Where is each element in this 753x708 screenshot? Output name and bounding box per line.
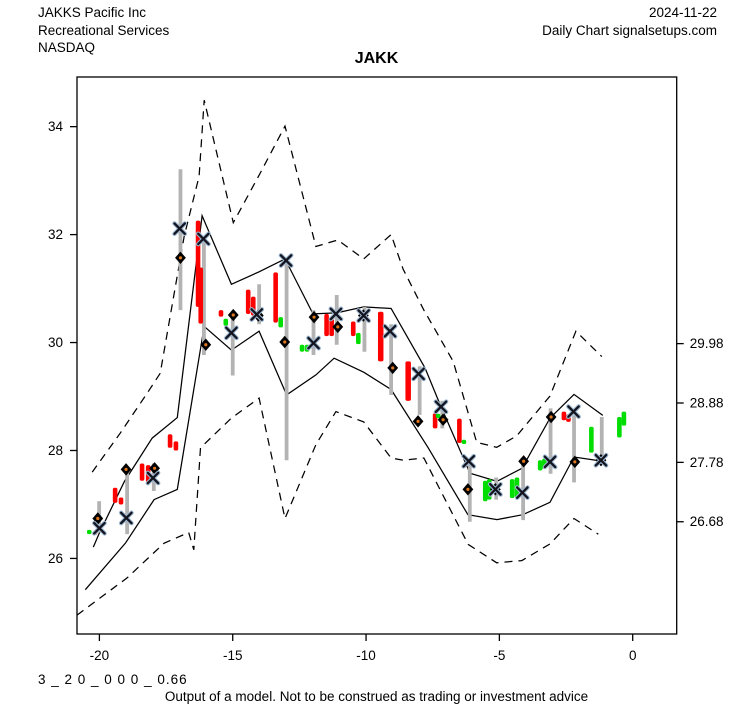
diamond-marker-dot — [283, 340, 287, 344]
x-marker — [543, 455, 557, 469]
x-axis-tick-label: -5 — [493, 648, 505, 663]
candle-down — [324, 313, 329, 337]
y-axis-tick-label: 28 — [48, 443, 63, 458]
x-marker — [357, 309, 371, 322]
candle-up — [482, 480, 488, 502]
x-marker — [197, 232, 210, 246]
y-axis-right-tick-label: 28.88 — [690, 395, 724, 410]
x-marker — [225, 326, 238, 340]
diamond-marker-dot — [391, 366, 395, 370]
candle-up — [589, 426, 594, 453]
candle-down — [139, 463, 145, 481]
x-marker — [462, 454, 476, 468]
candle-up — [223, 318, 229, 326]
candle-up — [461, 439, 467, 445]
candle-up — [435, 413, 441, 419]
diamond-marker-dot — [312, 315, 316, 319]
candle-up — [356, 332, 361, 345]
diamond-marker-dot — [522, 459, 526, 463]
x-axis-tick-label: 0 — [629, 648, 637, 663]
candle-down — [198, 267, 204, 324]
x-marker — [329, 307, 343, 321]
chart-source: Daily Chart signalsetups.com — [542, 22, 717, 38]
x-marker — [250, 308, 264, 321]
diamond-marker-dot — [573, 460, 577, 464]
x-marker — [173, 222, 187, 236]
x-marker — [93, 521, 106, 535]
x-marker — [594, 453, 608, 467]
plot-border — [76, 76, 678, 635]
candle-down — [173, 441, 179, 451]
diamond-marker-dot — [549, 415, 553, 419]
y-axis-tick-label: 34 — [48, 119, 64, 134]
y-axis-right-tick-label: 26.68 — [690, 514, 724, 529]
x-marker — [434, 400, 448, 414]
y-axis-tick-label: 32 — [48, 227, 63, 242]
diamond-marker-dot — [466, 487, 470, 491]
x-marker — [307, 336, 320, 350]
header-left: JAKKS Pacific Inc Recreational Services … — [38, 4, 169, 57]
x-axis-tick-label: -15 — [223, 648, 243, 663]
diamond-marker-dot — [96, 516, 100, 521]
candle-down — [112, 487, 118, 503]
y-axis-right-tick-label: 29.98 — [690, 336, 724, 351]
x-marker — [412, 367, 425, 381]
candle-up — [299, 344, 305, 352]
x-marker — [489, 483, 502, 496]
model-code: 3 _ 2 0 _ 0 0 0 _ 0.66 — [38, 672, 188, 687]
candle-up — [509, 479, 515, 498]
diamond-marker-dot — [204, 343, 208, 347]
ticker-title: JAKK — [354, 50, 399, 67]
candle-up — [86, 529, 92, 535]
chart-date: 2024-11-22 — [648, 5, 717, 20]
candle-up — [537, 460, 543, 471]
diamond-marker-dot — [124, 467, 128, 471]
exchange-name: NASDAQ — [38, 40, 96, 55]
sector-name: Recreational Services — [38, 22, 170, 38]
candle-down — [118, 497, 124, 505]
x-marker — [146, 471, 160, 485]
x-axis-tick-label: -10 — [356, 648, 376, 663]
y-axis-tick-label: 26 — [48, 551, 63, 566]
candle-down — [457, 418, 462, 443]
candle-down — [245, 289, 251, 314]
x-marker — [567, 405, 580, 418]
x-marker — [279, 254, 293, 267]
company-name: JAKKS Pacific Inc — [38, 5, 147, 20]
outer-band-lower-dashed — [76, 397, 599, 616]
candle-down — [218, 310, 224, 317]
diamond-marker-dot — [416, 419, 420, 423]
diamond-marker-dot — [178, 256, 183, 260]
candle-down — [377, 311, 384, 362]
candle-down — [350, 321, 356, 337]
candle-up — [617, 417, 622, 438]
candle-down — [273, 272, 278, 323]
candle-down — [329, 318, 334, 337]
x-marker — [383, 324, 397, 338]
y-axis-right-tick-label: 27.78 — [690, 455, 724, 470]
candle-down — [167, 434, 173, 448]
diamond-marker-dot — [152, 466, 157, 470]
candle-up — [621, 411, 627, 426]
diamond-marker-dot — [441, 418, 445, 422]
diamond-marker-dot — [336, 325, 340, 329]
x-marker — [515, 486, 529, 499]
candle-down — [405, 361, 411, 401]
disclaimer-text: Output of a model. Not to be construed a… — [164, 689, 589, 704]
x-marker — [119, 511, 133, 525]
candle-down — [561, 411, 567, 421]
y-axis-tick-label: 30 — [48, 335, 63, 350]
outer-band-upper-dashed — [91, 100, 603, 473]
candle-up — [278, 317, 284, 328]
header-right: 2024-11-22 Daily Chart signalsetups.com — [542, 4, 717, 39]
x-axis-tick-label: -20 — [90, 648, 110, 663]
diamond-marker-dot — [231, 313, 235, 317]
